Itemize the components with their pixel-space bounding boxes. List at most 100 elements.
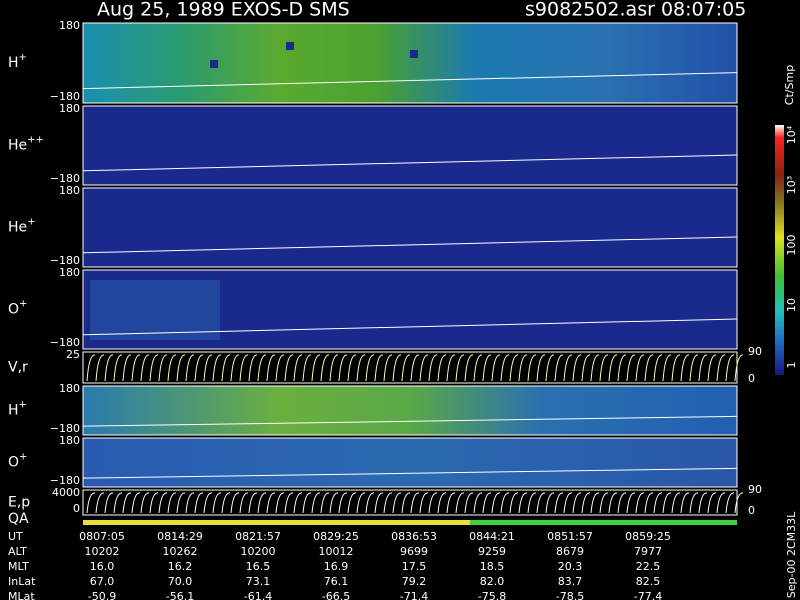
row-label: MLat [8, 590, 35, 600]
y-tick-label: −180 [50, 336, 80, 349]
cell: 10200 [241, 545, 276, 558]
panel [82, 351, 738, 384]
cell: 16.9 [324, 560, 349, 573]
y-tick-label: −180 [50, 172, 80, 185]
panel-label: H+ [8, 400, 27, 419]
label-text: He [8, 220, 27, 236]
row-label: UT [8, 530, 23, 543]
trend-line [82, 72, 738, 90]
y2-tick-label: 90 [748, 483, 762, 496]
qa-bar [83, 520, 470, 525]
trend-line [82, 415, 738, 427]
cell: 16.0 [90, 560, 115, 573]
cell: 20.3 [558, 560, 583, 573]
y-tick-label: 4000 [52, 486, 80, 499]
y-tick-label: −180 [50, 422, 80, 435]
y-tick-label: 180 [59, 434, 80, 447]
cell: -50.9 [88, 590, 116, 600]
panel-label: E,p [8, 495, 30, 511]
label-text: He [8, 138, 27, 154]
panel-label: He++ [8, 135, 44, 154]
qa-bar [470, 520, 737, 525]
cell: 82.0 [480, 575, 505, 588]
cell: 16.2 [168, 560, 193, 573]
panel [82, 187, 738, 268]
cell: 79.2 [402, 575, 427, 588]
row-label: MLT [8, 560, 29, 573]
y-tick-label: 0 [73, 502, 80, 515]
label-text: V,r [8, 360, 28, 376]
trend-line [82, 154, 738, 172]
cell: 70.0 [168, 575, 193, 588]
y2-tick-label: 0 [748, 504, 755, 517]
panel-label: H+ [8, 52, 27, 71]
cell: -66.5 [322, 590, 350, 600]
y-tick-label: 180 [59, 184, 80, 197]
trend-line [82, 236, 738, 254]
label-text: O [8, 302, 19, 318]
cell: 0859:25 [625, 530, 671, 543]
cell: 82.5 [636, 575, 661, 588]
cell: 22.5 [636, 560, 661, 573]
y-tick-label: −180 [50, 254, 80, 267]
panel-label: He+ [8, 217, 36, 236]
qa-label: QA [8, 511, 29, 527]
trend-line [82, 318, 738, 336]
trace [86, 354, 744, 382]
cell: -56.1 [166, 590, 194, 600]
cell: 76.1 [324, 575, 349, 588]
cell: 18.5 [480, 560, 505, 573]
panel [82, 489, 738, 516]
colorbar-tick-label: 10³ [785, 176, 798, 194]
spot [286, 42, 294, 50]
panel-label: V,r [8, 360, 28, 376]
panel [82, 22, 738, 104]
cell: 7977 [634, 545, 662, 558]
label-sup: + [19, 52, 27, 63]
row-label: InLat [8, 575, 36, 588]
cell: -71.4 [400, 590, 428, 600]
label-text: E,p [8, 495, 30, 511]
panel-label: O+ [8, 299, 27, 318]
trend-line [82, 467, 738, 479]
cell: 10012 [319, 545, 354, 558]
colorbar [775, 125, 784, 375]
label-sup: ++ [27, 135, 44, 146]
colorbar-unit: Ct/Smp [783, 65, 796, 105]
label-text: H [8, 403, 19, 419]
label-sup: + [27, 217, 35, 228]
cell: 0829:25 [313, 530, 359, 543]
cell: 10262 [163, 545, 198, 558]
label-sup: + [19, 299, 27, 310]
footer-note: Sep-00 2CM33L [785, 511, 798, 598]
cell: -77.4 [634, 590, 662, 600]
cell: 67.0 [90, 575, 115, 588]
cell: 9259 [478, 545, 506, 558]
cell: 0836:53 [391, 530, 437, 543]
cell: 9699 [400, 545, 428, 558]
y-tick-label: 180 [59, 382, 80, 395]
cell: 73.1 [246, 575, 271, 588]
colorbar-tick-label: 10⁴ [785, 125, 798, 144]
colorbar-tick-label: 1 [785, 362, 798, 369]
cell: 17.5 [402, 560, 427, 573]
cell: 0807:05 [79, 530, 125, 543]
panel-label: O+ [8, 452, 27, 471]
cell: 8679 [556, 545, 584, 558]
patch [90, 280, 220, 340]
row-label: ALT [8, 545, 27, 558]
y-tick-label: 180 [59, 266, 80, 279]
y-tick-label: −180 [50, 90, 80, 103]
cell: -78.5 [556, 590, 584, 600]
cell: 0844:21 [469, 530, 515, 543]
trace [86, 492, 744, 514]
label-sup: + [19, 400, 27, 411]
y2-tick-label: 0 [748, 372, 755, 385]
y-tick-label: 180 [59, 19, 80, 32]
label-text: H [8, 55, 19, 71]
cell: 10202 [85, 545, 120, 558]
y-tick-label: 180 [59, 102, 80, 115]
cell: -75.8 [478, 590, 506, 600]
cell: 0814:29 [157, 530, 203, 543]
